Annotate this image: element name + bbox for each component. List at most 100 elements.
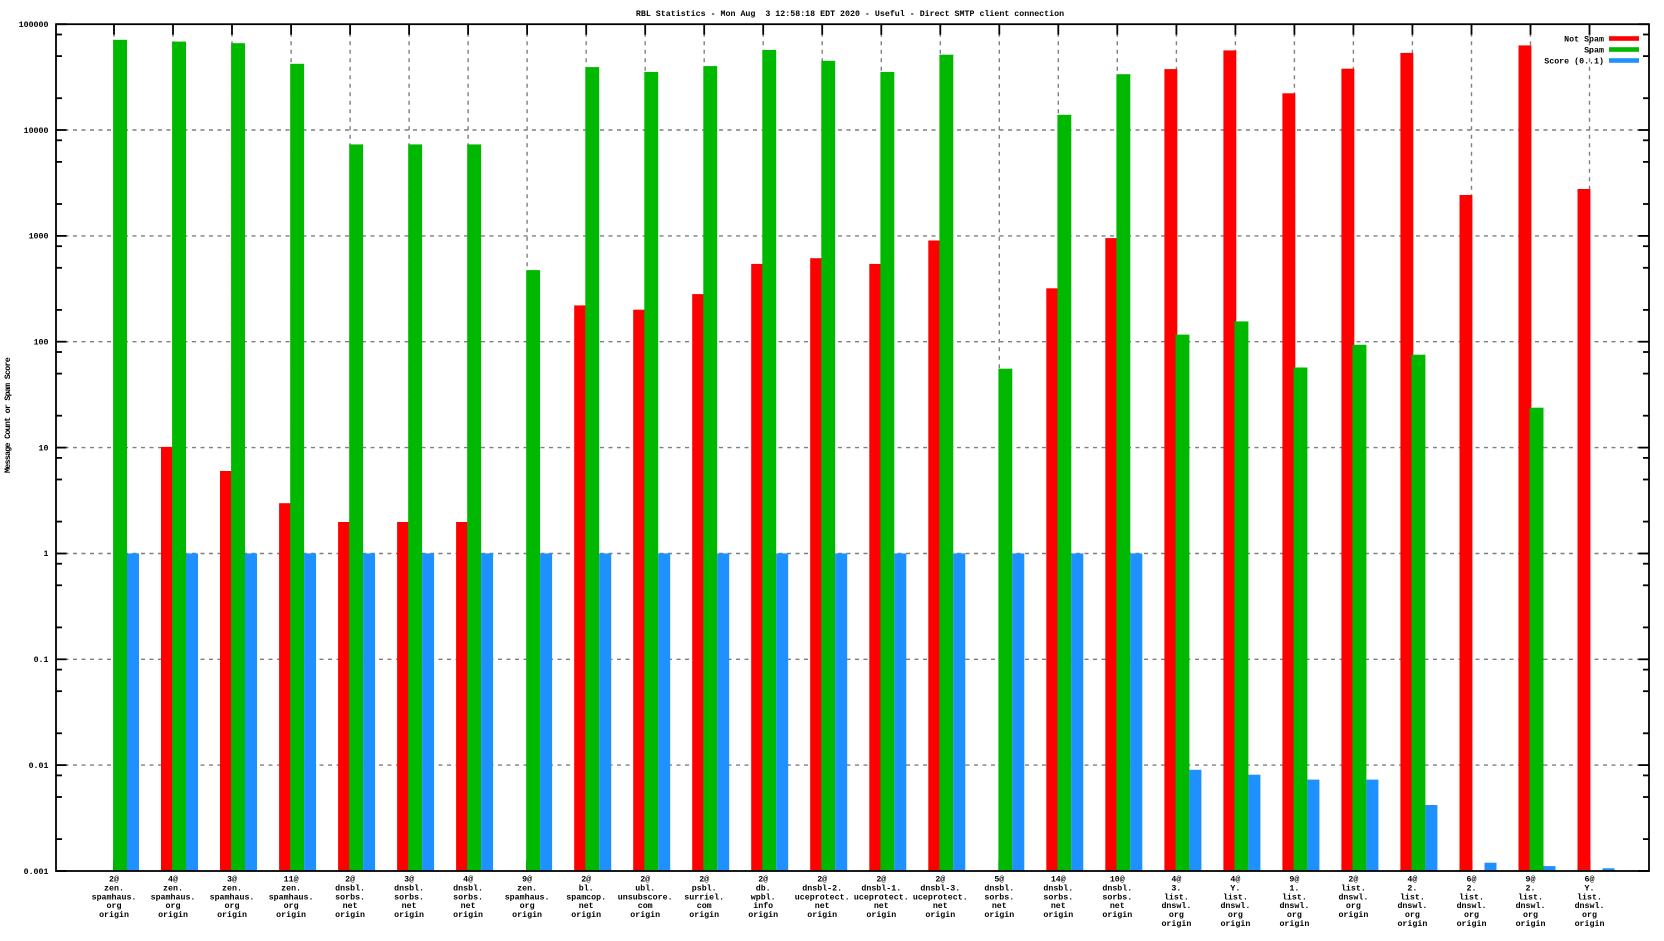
svg-text:dnswl.: dnswl.	[1397, 901, 1427, 911]
svg-text:zen.: zen.	[163, 885, 183, 894]
svg-text:origin: origin	[925, 910, 955, 920]
svg-text:spamhaus.: spamhaus.	[269, 892, 314, 902]
svg-text:list.: list.	[1518, 892, 1543, 902]
svg-text:spamcop.: spamcop.	[566, 893, 606, 902]
svg-text:6@: 6@	[1585, 875, 1595, 885]
svg-text:Y.: Y.	[1585, 885, 1595, 894]
svg-text:origin: origin	[571, 910, 601, 920]
svg-text:list.: list.	[1282, 892, 1307, 902]
svg-text:10000: 10000	[24, 127, 49, 136]
svg-text:origin: origin	[453, 910, 483, 920]
svg-text:100000: 100000	[19, 21, 49, 30]
svg-text:sorbs.: sorbs.	[394, 892, 424, 902]
svg-text:9@: 9@	[522, 875, 532, 885]
svg-text:3@: 3@	[404, 875, 414, 885]
svg-text:origin: origin	[335, 910, 365, 920]
svg-text:origin: origin	[748, 910, 778, 920]
svg-text:org: org	[1523, 911, 1538, 920]
svg-text:4@: 4@	[168, 875, 178, 885]
svg-text:net: net	[933, 902, 948, 911]
svg-text:2@: 2@	[817, 875, 827, 885]
svg-text:origin: origin	[1575, 919, 1605, 929]
svg-text:sorbs.: sorbs.	[1043, 892, 1073, 902]
svg-text:1: 1	[44, 550, 49, 559]
svg-text:org: org	[1346, 902, 1361, 911]
svg-text:5@: 5@	[994, 875, 1004, 885]
svg-text:net: net	[874, 902, 889, 911]
svg-text:origin: origin	[1457, 919, 1487, 929]
svg-text:spamhaus.: spamhaus.	[92, 892, 137, 902]
svg-text:origin: origin	[99, 910, 129, 920]
svg-text:org: org	[1405, 911, 1420, 920]
svg-text:list.: list.	[1341, 884, 1366, 894]
svg-text:4@: 4@	[1230, 875, 1240, 885]
svg-text:zen.: zen.	[517, 885, 537, 894]
svg-text:net: net	[343, 902, 358, 911]
svg-text:origin: origin	[1220, 919, 1250, 929]
svg-text:org: org	[1582, 911, 1597, 920]
svg-text:dnswl.: dnswl.	[1279, 901, 1309, 911]
svg-text:origin: origin	[807, 910, 837, 920]
svg-text:ubl.: ubl.	[635, 884, 655, 894]
svg-text:origin: origin	[276, 910, 306, 920]
svg-text:9@: 9@	[1289, 875, 1299, 885]
svg-text:zen.: zen.	[222, 885, 242, 894]
svg-text:zen.: zen.	[281, 885, 301, 894]
svg-text:2@: 2@	[699, 875, 709, 885]
svg-text:Spam: Spam	[1584, 47, 1604, 56]
svg-text:spamhaus.: spamhaus.	[151, 892, 196, 902]
svg-text:psbl.: psbl.	[692, 884, 717, 894]
svg-text:2@: 2@	[345, 875, 355, 885]
svg-text:2@: 2@	[1348, 875, 1358, 885]
svg-text:list.: list.	[1400, 892, 1425, 902]
svg-text:org: org	[284, 902, 299, 911]
svg-text:2@: 2@	[581, 875, 591, 885]
svg-text:db.: db.	[756, 884, 771, 894]
svg-text:dnsbl.: dnsbl.	[1102, 884, 1132, 894]
svg-text:6@: 6@	[1467, 875, 1477, 885]
svg-text:2@: 2@	[935, 875, 945, 885]
svg-text:Y.: Y.	[1230, 885, 1240, 894]
svg-text:org: org	[1464, 911, 1479, 920]
svg-text:0.001: 0.001	[24, 868, 49, 877]
svg-text:3.: 3.	[1171, 885, 1181, 894]
svg-text:net: net	[461, 902, 476, 911]
svg-text:list.: list.	[1459, 892, 1484, 902]
svg-text:dnswl.: dnswl.	[1575, 901, 1605, 911]
svg-text:origin: origin	[1043, 910, 1073, 920]
svg-text:net: net	[992, 902, 1007, 911]
svg-text:origin: origin	[1397, 919, 1427, 929]
svg-text:origin: origin	[1102, 910, 1132, 920]
svg-text:10: 10	[39, 444, 49, 453]
svg-text:uceprotect.: uceprotect.	[854, 893, 909, 902]
svg-text:3@: 3@	[227, 875, 237, 885]
svg-text:spamhaus.: spamhaus.	[210, 892, 255, 902]
svg-text:dnsbl.: dnsbl.	[984, 884, 1014, 894]
svg-text:list.: list.	[1164, 892, 1189, 902]
svg-text:uceprotect.: uceprotect.	[795, 893, 850, 902]
svg-text:0.01: 0.01	[29, 762, 49, 771]
svg-text:org: org	[107, 902, 122, 911]
svg-text:dnsbl-3.: dnsbl-3.	[920, 884, 960, 894]
svg-text:RBL Statistics - Mon Aug 3 12: RBL Statistics - Mon Aug 3 12:58:18 EDT …	[636, 9, 1064, 19]
svg-text:9@: 9@	[1526, 875, 1536, 885]
svg-text:net: net	[402, 902, 417, 911]
svg-text:dnswl.: dnswl.	[1516, 901, 1546, 911]
svg-text:4@: 4@	[1171, 875, 1181, 885]
svg-text:dnswl.: dnswl.	[1161, 901, 1191, 911]
svg-text:dnsbl-1.: dnsbl-1.	[861, 884, 901, 894]
svg-text:sorbs.: sorbs.	[1102, 892, 1132, 902]
svg-text:dnsbl.: dnsbl.	[335, 884, 365, 894]
svg-text:2@: 2@	[640, 875, 650, 885]
svg-text:origin: origin	[217, 910, 247, 920]
svg-text:2@: 2@	[876, 875, 886, 885]
svg-text:origin: origin	[512, 910, 542, 920]
svg-text:net: net	[1051, 902, 1066, 911]
svg-text:10@: 10@	[1110, 875, 1125, 885]
svg-text:origin: origin	[689, 910, 719, 920]
svg-text:org: org	[1169, 911, 1184, 920]
svg-text:1.: 1.	[1289, 885, 1299, 894]
svg-text:zen.: zen.	[104, 885, 124, 894]
svg-text:net: net	[1110, 902, 1125, 911]
svg-text:com: com	[697, 902, 712, 911]
